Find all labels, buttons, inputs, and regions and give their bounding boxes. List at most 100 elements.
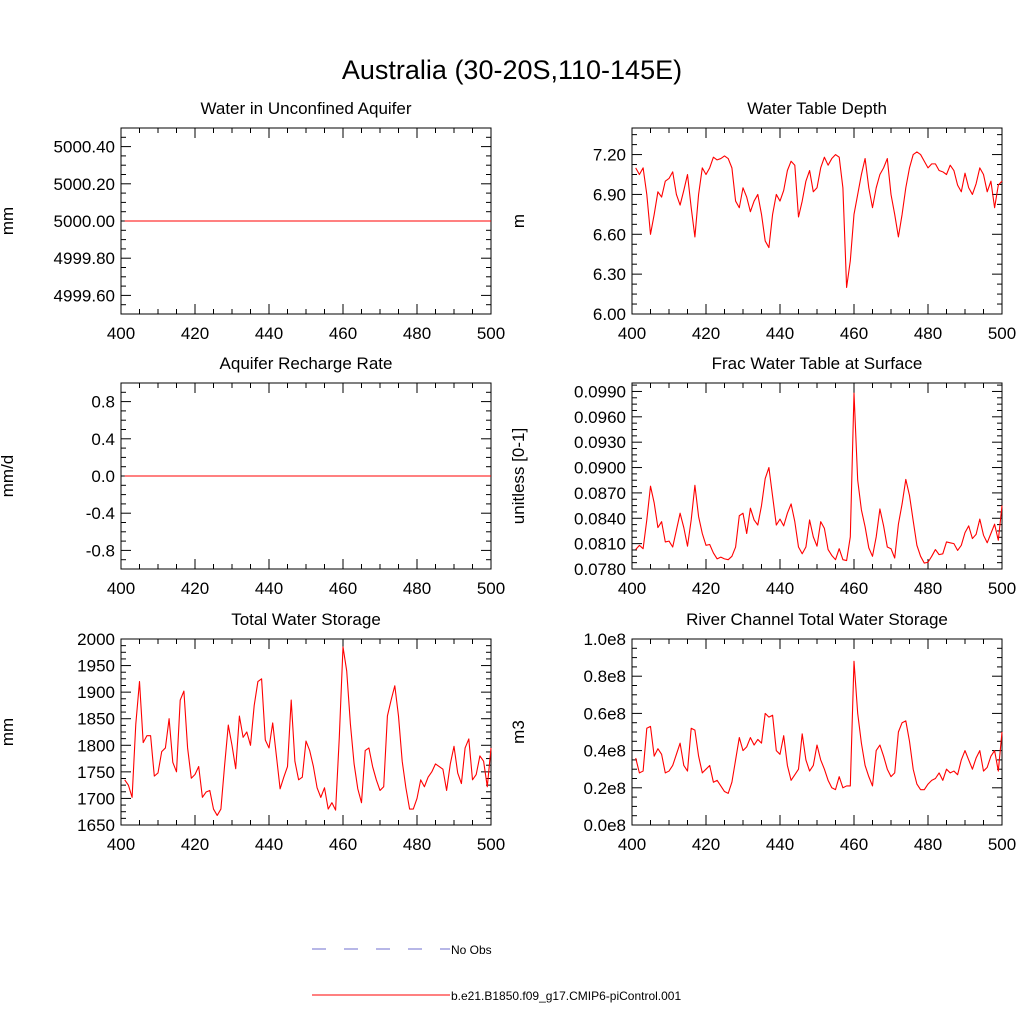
- legend-model-label: b.e21.B1850.f09_g17.CMIP6-piControl.001: [451, 989, 681, 1003]
- x-tick-label: 460: [840, 579, 868, 598]
- plot-frame: [631, 127, 1003, 315]
- x-tick-label: 460: [840, 835, 868, 854]
- y-tick-label: 0.0810: [574, 535, 626, 554]
- series-line: [635, 660, 1003, 794]
- x-tick-label: 420: [692, 324, 720, 343]
- y-tick-label: 0.8: [91, 393, 115, 412]
- x-tick-label: 500: [988, 579, 1016, 598]
- y-tick-label: 0.0990: [574, 382, 626, 401]
- panel-title: River Channel Total Water Storage: [686, 610, 948, 629]
- x-tick-label: 440: [766, 324, 794, 343]
- y-tick-label: 1650: [77, 816, 115, 835]
- y-tick-label: 7.20: [593, 146, 626, 165]
- y-tick-label: 0.0960: [574, 408, 626, 427]
- y-axis-label: m3: [509, 720, 528, 744]
- y-tick-label: 0.6e8: [583, 704, 626, 723]
- x-tick-label: 480: [403, 835, 431, 854]
- legend: No Obs b.e21.B1850.f09_g17.CMIP6-piContr…: [312, 943, 681, 1003]
- y-tick-label: 6.60: [593, 225, 626, 244]
- x-tick-label: 400: [107, 835, 135, 854]
- panel-3: Aquifer Recharge Rate mm/d 400 420 440 460 480…: [0, 354, 505, 598]
- x-tick-label: 500: [988, 324, 1016, 343]
- series-line: [635, 151, 1003, 288]
- y-axis-label: m: [509, 214, 528, 228]
- y-tick-label: 4999.60: [54, 286, 115, 305]
- x-tick-label: 420: [181, 324, 209, 343]
- y-axis-label: mm/d: [0, 455, 17, 498]
- y-tick-label: 1750: [77, 763, 115, 782]
- y-tick-label: 5000.20: [54, 175, 115, 194]
- y-tick-label: 0.0930: [574, 433, 626, 452]
- y-axis-label: mm: [0, 207, 17, 235]
- plot-frame: [631, 382, 1003, 570]
- panel-title: Aquifer Recharge Rate: [220, 354, 393, 373]
- y-tick-label: 1850: [77, 710, 115, 729]
- series-line: [635, 392, 1003, 564]
- legend-obs-label: No Obs: [451, 943, 492, 957]
- x-tick-label: 500: [477, 835, 505, 854]
- y-tick-label: 0.0840: [574, 509, 626, 528]
- panel-2: Water Table Depth m 400 420 440 460 480 500 6.00…: [509, 99, 1016, 343]
- x-tick-label: 400: [107, 324, 135, 343]
- x-tick-label: 460: [329, 324, 357, 343]
- x-tick-label: 500: [477, 579, 505, 598]
- x-tick-label: 440: [255, 324, 283, 343]
- y-tick-label: 1700: [77, 789, 115, 808]
- y-tick-label: 5000.40: [54, 138, 115, 157]
- panel-6: River Channel Total Water Storage m3 400 42…: [509, 610, 1016, 854]
- y-tick-label: 1.0e8: [583, 630, 626, 649]
- x-tick-label: 400: [107, 579, 135, 598]
- y-axis-label: unitless [0-1]: [509, 428, 528, 524]
- x-tick-label: 480: [403, 324, 431, 343]
- y-tick-label: 1900: [77, 683, 115, 702]
- x-tick-label: 460: [329, 579, 357, 598]
- y-tick-label: 2000: [77, 630, 115, 649]
- y-tick-label: 1950: [77, 657, 115, 676]
- y-tick-label: 0.0: [91, 467, 115, 486]
- y-tick-label: 0.4: [91, 430, 115, 449]
- x-tick-label: 440: [766, 579, 794, 598]
- panel-5: Total Water Storage mm 400 420 440 460 480 500 1…: [0, 610, 505, 854]
- x-tick-label: 440: [255, 835, 283, 854]
- x-tick-label: 460: [840, 324, 868, 343]
- x-tick-label: 480: [914, 579, 942, 598]
- x-tick-label: 480: [914, 835, 942, 854]
- x-tick-label: 420: [181, 579, 209, 598]
- y-tick-label: 0.0e8: [583, 816, 626, 835]
- panel-1: Water in Unconfined Aquifer mm 400 420 440 46…: [0, 99, 505, 343]
- y-axis-label: mm: [0, 718, 17, 746]
- x-tick-label: 400: [618, 835, 646, 854]
- x-tick-label: 500: [477, 324, 505, 343]
- x-tick-label: 420: [692, 835, 720, 854]
- y-tick-label: 0.8e8: [583, 667, 626, 686]
- y-tick-label: -0.4: [86, 504, 115, 523]
- panel-title: Total Water Storage: [231, 610, 381, 629]
- y-tick-label: 5000.00: [54, 212, 115, 231]
- series-line: [124, 646, 492, 816]
- panel-4: Frac Water Table at Surface unitless [0-1…: [509, 354, 1016, 598]
- x-tick-label: 400: [618, 579, 646, 598]
- y-tick-label: 0.0900: [574, 459, 626, 478]
- figure-title: Australia (30-20S,110-145E): [342, 55, 682, 85]
- x-tick-label: 500: [988, 835, 1016, 854]
- x-tick-label: 420: [692, 579, 720, 598]
- y-tick-label: 1800: [77, 736, 115, 755]
- x-tick-label: 460: [329, 835, 357, 854]
- y-tick-label: 6.00: [593, 305, 626, 324]
- y-tick-label: 0.0870: [574, 484, 626, 503]
- y-tick-label: 4999.80: [54, 249, 115, 268]
- y-tick-label: 0.4e8: [583, 742, 626, 761]
- panel-title: Water in Unconfined Aquifer: [200, 99, 411, 118]
- y-tick-label: 6.30: [593, 265, 626, 284]
- x-tick-label: 420: [181, 835, 209, 854]
- panels: Water in Unconfined Aquifer mm 400 420 440 46…: [0, 99, 1016, 854]
- x-tick-label: 480: [914, 324, 942, 343]
- panel-title: Water Table Depth: [747, 99, 887, 118]
- y-tick-label: -0.8: [86, 541, 115, 560]
- panel-title: Frac Water Table at Surface: [712, 354, 923, 373]
- plot-frame: [631, 638, 1003, 826]
- x-tick-label: 400: [618, 324, 646, 343]
- x-tick-label: 440: [766, 835, 794, 854]
